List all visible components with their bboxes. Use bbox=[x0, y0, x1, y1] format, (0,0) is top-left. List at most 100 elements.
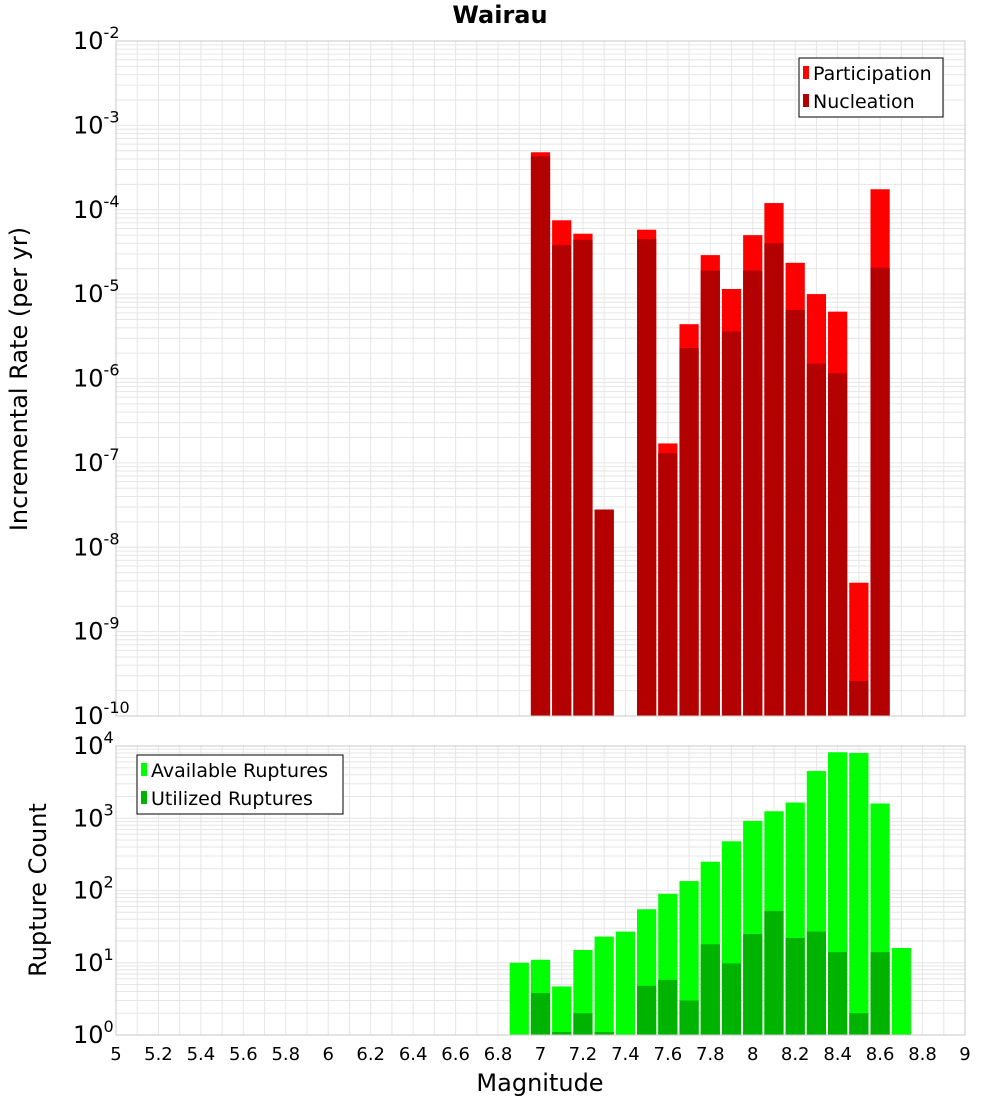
x-tick-label: 5.2 bbox=[144, 1044, 173, 1065]
count-y-tick-label: 100 bbox=[73, 1017, 114, 1049]
x-tick-label: 5 bbox=[110, 1044, 121, 1065]
count-bar-available-ruptures bbox=[509, 962, 529, 1035]
x-tick-label: 6.2 bbox=[356, 1044, 385, 1065]
count-bar-utilized-ruptures bbox=[806, 931, 827, 1035]
count-bar-utilized-ruptures bbox=[870, 952, 890, 1035]
x-tick-label: 7.8 bbox=[696, 1044, 725, 1065]
x-tick-label: 5.6 bbox=[229, 1044, 258, 1065]
count-legend: Available Ruptures Utilized Ruptures bbox=[136, 754, 344, 815]
rate-bar-nucleation bbox=[743, 270, 763, 716]
x-tick-label: 6.4 bbox=[399, 1044, 428, 1065]
legend-swatch-participation bbox=[803, 66, 809, 79]
count-bar-utilized-ruptures bbox=[764, 911, 784, 1035]
count-bar-utilized-ruptures bbox=[828, 952, 848, 1035]
x-tick-label: 7.2 bbox=[569, 1044, 598, 1065]
rate-bar-nucleation bbox=[573, 239, 593, 716]
count-bar-available-ruptures bbox=[552, 986, 572, 1035]
rate-bar-nucleation bbox=[679, 347, 699, 716]
rate-plot-bars bbox=[530, 152, 890, 717]
count-y-ticks: 104 103 102 101 100 bbox=[73, 728, 114, 1049]
rate-y-tick-label: 10-7 bbox=[73, 445, 120, 477]
count-bar-utilized-ruptures bbox=[594, 1032, 614, 1035]
rate-bar-nucleation bbox=[828, 373, 848, 716]
count-bar-available-ruptures bbox=[679, 881, 699, 1035]
count-bar-utilized-ruptures bbox=[849, 1013, 869, 1035]
x-tick-label: 5.4 bbox=[187, 1044, 216, 1065]
count-y-tick-label: 102 bbox=[73, 873, 114, 905]
rate-bar-nucleation bbox=[764, 243, 784, 717]
count-bar-utilized-ruptures bbox=[700, 944, 720, 1035]
count-plot-border bbox=[115, 745, 966, 1036]
count-bar-available-ruptures bbox=[594, 936, 614, 1035]
rate-bar-nucleation bbox=[700, 270, 720, 716]
count-bar-available-ruptures bbox=[849, 753, 869, 1035]
rate-y-axis-title: Incremental Rate (per yr) bbox=[5, 227, 33, 531]
count-bar-available-ruptures bbox=[891, 948, 911, 1035]
count-bar-utilized-ruptures bbox=[552, 1032, 572, 1035]
rate-y-tick-label: 10-4 bbox=[73, 192, 120, 224]
magnitude-x-ticks: 5 5.2 5.4 5.6 5.8 6 6.2 6.4 6.6 6.8 7 7.2 7.4 7.6 7.8 8… bbox=[110, 1044, 970, 1065]
count-y-axis-title: Rupture Count bbox=[24, 803, 52, 977]
rate-bar-nucleation bbox=[849, 680, 869, 716]
x-tick-label: 7.4 bbox=[611, 1044, 640, 1065]
rate-y-tick-label: 10-3 bbox=[73, 107, 120, 139]
x-tick-label: 6.8 bbox=[484, 1044, 513, 1065]
count-bar-utilized-ruptures bbox=[785, 938, 805, 1035]
x-tick-label: 8.4 bbox=[823, 1044, 852, 1065]
count-y-tick-label: 101 bbox=[73, 945, 114, 977]
rate-y-tick-label: 10-9 bbox=[73, 614, 120, 646]
rate-bar-nucleation bbox=[594, 509, 614, 716]
legend-swatch-utilized bbox=[141, 791, 147, 804]
rate-y-tick-label: 10-10 bbox=[73, 698, 130, 730]
rate-plot-border bbox=[115, 40, 966, 717]
count-bar-utilized-ruptures bbox=[658, 979, 678, 1035]
count-y-tick-label: 103 bbox=[73, 800, 114, 832]
x-tick-label: 7 bbox=[535, 1044, 546, 1065]
rate-legend: Participation Nucleation bbox=[798, 57, 944, 118]
count-bar-available-ruptures bbox=[615, 931, 636, 1035]
x-tick-label: 8.6 bbox=[866, 1044, 895, 1065]
count-plot: 104 103 102 101 100 5 5.2 5.4 5.6 5.8 6 6.2 6.4 6.6 6… bbox=[24, 728, 971, 1097]
rate-bar-nucleation bbox=[637, 239, 657, 716]
rate-y-tick-label: 10-5 bbox=[73, 276, 120, 308]
rate-y-tick-label: 10-8 bbox=[73, 529, 120, 561]
rate-bar-nucleation bbox=[870, 267, 890, 716]
rate-y-tick-label: 10-2 bbox=[73, 23, 120, 55]
x-tick-label: 8.8 bbox=[908, 1044, 937, 1065]
rate-bar-nucleation bbox=[658, 453, 678, 716]
count-bar-utilized-ruptures bbox=[743, 933, 763, 1035]
chart-title: Wairau bbox=[452, 1, 547, 29]
x-tick-label: 5.8 bbox=[271, 1044, 300, 1065]
x-tick-label: 9 bbox=[959, 1044, 970, 1065]
rate-y-tick-label: 10-6 bbox=[73, 361, 120, 393]
rate-bar-nucleation bbox=[721, 331, 742, 716]
rate-y-ticks: 10-2 10-3 10-4 10-5 10-6 10-7 10-8 10-9 10-10 bbox=[73, 23, 130, 730]
rate-plot: 10-2 10-3 10-4 10-5 10-6 10-7 10-8 10-9 10-10 In… bbox=[5, 23, 966, 730]
legend-label-participation: Participation bbox=[813, 63, 932, 85]
legend-swatch-nucleation bbox=[803, 94, 809, 107]
rate-legend-box bbox=[798, 57, 944, 118]
x-tick-label: 8 bbox=[747, 1044, 758, 1065]
count-y-tick-label: 104 bbox=[73, 728, 114, 760]
x-tick-label: 6.6 bbox=[441, 1044, 470, 1065]
x-axis-title: Magnitude bbox=[476, 1069, 603, 1097]
x-tick-label: 6 bbox=[323, 1044, 334, 1065]
rate-bar-nucleation bbox=[785, 309, 805, 716]
x-tick-label: 8.2 bbox=[781, 1044, 810, 1065]
legend-label-available: Available Ruptures bbox=[151, 760, 328, 782]
legend-label-utilized: Utilized Ruptures bbox=[151, 788, 313, 810]
count-bar-utilized-ruptures bbox=[721, 963, 742, 1035]
rate-bar-nucleation bbox=[530, 156, 551, 717]
count-legend-box bbox=[136, 754, 344, 815]
count-bar-utilized-ruptures bbox=[573, 1013, 593, 1035]
count-bar-utilized-ruptures bbox=[679, 1000, 699, 1035]
legend-label-nucleation: Nucleation bbox=[813, 91, 915, 113]
rate-bar-nucleation bbox=[552, 245, 572, 717]
rate-bar-nucleation bbox=[806, 363, 827, 716]
count-bar-utilized-ruptures bbox=[637, 985, 657, 1035]
x-tick-label: 7.6 bbox=[654, 1044, 683, 1065]
legend-swatch-available bbox=[141, 763, 147, 776]
count-bar-utilized-ruptures bbox=[530, 993, 551, 1035]
count-plot-bars bbox=[509, 752, 911, 1035]
